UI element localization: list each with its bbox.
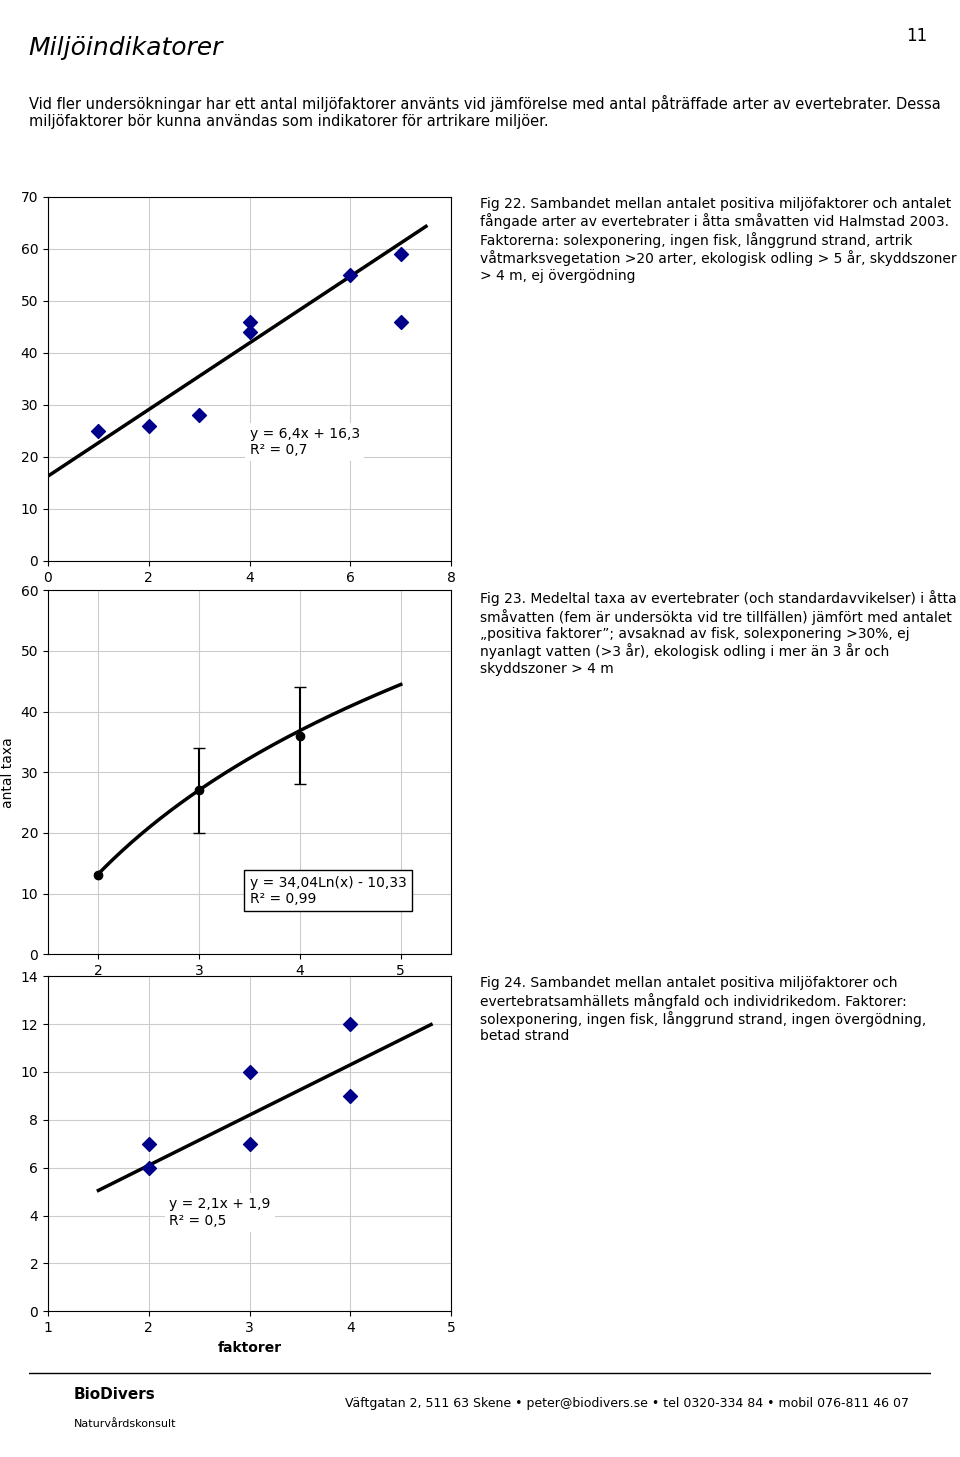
Point xyxy=(394,242,409,265)
Text: Naturvårdskonsult: Naturvårdskonsult xyxy=(74,1419,177,1429)
Text: y = 6,4x + 16,3
R² = 0,7: y = 6,4x + 16,3 R² = 0,7 xyxy=(250,427,360,457)
Point xyxy=(343,264,358,287)
Text: Miljöindikatorer: Miljöindikatorer xyxy=(29,36,223,60)
Text: Fig 24. Sambandet mellan antalet positiva miljöfaktorer och evertebratsamhällets: Fig 24. Sambandet mellan antalet positiv… xyxy=(480,976,926,1043)
Point xyxy=(191,404,207,427)
Text: Fig 23. Medeltal taxa av evertebrater (och standardavvikelser) i åtta småvatten : Fig 23. Medeltal taxa av evertebrater (o… xyxy=(480,590,957,676)
Point xyxy=(141,414,156,437)
X-axis label: antal positiva faktorer: antal positiva faktorer xyxy=(161,590,338,605)
Point xyxy=(242,321,257,344)
Text: y = 2,1x + 1,9
R² = 0,5: y = 2,1x + 1,9 R² = 0,5 xyxy=(169,1198,271,1227)
Text: BioDivers: BioDivers xyxy=(74,1387,156,1402)
Point xyxy=(90,420,107,443)
X-axis label: faktorer: faktorer xyxy=(218,1340,281,1355)
Text: 11: 11 xyxy=(906,28,927,45)
Point xyxy=(242,310,257,334)
Text: Väftgatan 2, 511 63 Skene • peter@biodivers.se • tel 0320-334 84 • mobil 076-811: Väftgatan 2, 511 63 Skene • peter@biodiv… xyxy=(345,1397,908,1409)
Point xyxy=(394,310,409,334)
Text: Vid fler undersökningar har ett antal miljöfaktorer använts vid jämförelse med a: Vid fler undersökningar har ett antal mi… xyxy=(29,95,941,130)
Text: y = 34,04Ln(x) - 10,33
R² = 0,99: y = 34,04Ln(x) - 10,33 R² = 0,99 xyxy=(250,876,406,906)
Point xyxy=(141,1155,156,1179)
Point xyxy=(242,1132,257,1155)
Y-axis label: antal taxa: antal taxa xyxy=(1,737,15,807)
Point xyxy=(343,1084,358,1107)
Point xyxy=(242,1061,257,1084)
Point xyxy=(141,1132,156,1155)
Text: Fig 22. Sambandet mellan antalet positiva miljöfaktorer och antalet fångade arte: Fig 22. Sambandet mellan antalet positiv… xyxy=(480,197,956,283)
X-axis label: antal "positiva faktorer": antal "positiva faktorer" xyxy=(155,983,345,998)
Point xyxy=(343,1013,358,1036)
